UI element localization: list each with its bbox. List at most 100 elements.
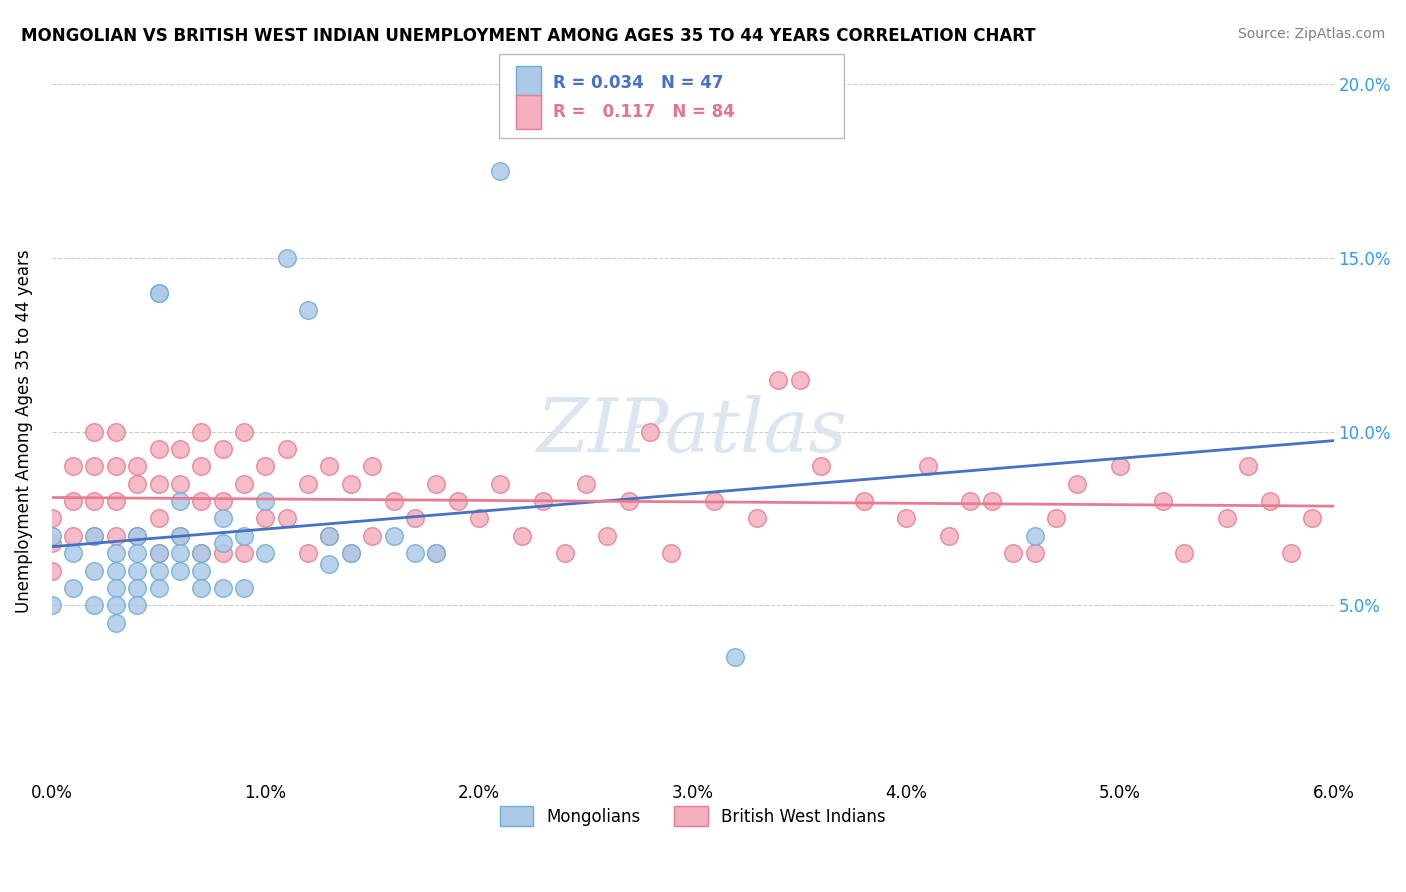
Point <box>83 529 105 543</box>
Point <box>148 546 170 560</box>
Point <box>1024 546 1046 560</box>
Point <box>104 564 127 578</box>
Point <box>83 494 105 508</box>
Point <box>340 546 363 560</box>
Point <box>254 459 277 474</box>
Point <box>810 459 832 474</box>
Point <box>1216 511 1239 525</box>
Point <box>41 564 63 578</box>
Point <box>148 546 170 560</box>
Point <box>41 599 63 613</box>
Point <box>211 581 233 595</box>
Point <box>169 529 191 543</box>
Point <box>489 476 512 491</box>
Point <box>404 511 426 525</box>
Point <box>62 546 84 560</box>
Point <box>896 511 918 525</box>
Point <box>789 373 811 387</box>
Point <box>276 251 298 265</box>
Text: R =   0.117   N = 84: R = 0.117 N = 84 <box>553 103 734 121</box>
Point <box>297 546 319 560</box>
Point <box>127 581 149 595</box>
Point <box>233 476 256 491</box>
Point <box>148 285 170 300</box>
Point <box>938 529 960 543</box>
Point <box>489 164 512 178</box>
Point <box>169 546 191 560</box>
Point <box>318 529 340 543</box>
Point <box>703 494 725 508</box>
Point <box>917 459 939 474</box>
Point <box>104 615 127 630</box>
Point <box>211 494 233 508</box>
Point <box>83 459 105 474</box>
Point <box>104 494 127 508</box>
Point <box>425 476 447 491</box>
Point <box>190 425 212 439</box>
Point <box>404 546 426 560</box>
Point <box>254 546 277 560</box>
Point <box>447 494 470 508</box>
Point <box>169 564 191 578</box>
Point <box>169 476 191 491</box>
Point <box>127 599 149 613</box>
Point <box>104 599 127 613</box>
Point <box>745 511 768 525</box>
Point <box>62 494 84 508</box>
Point <box>127 529 149 543</box>
Point <box>1152 494 1174 508</box>
Text: ZIPatlas: ZIPatlas <box>537 395 848 468</box>
Point <box>211 546 233 560</box>
Point <box>127 564 149 578</box>
Point <box>190 581 212 595</box>
Point <box>148 442 170 456</box>
Point <box>41 529 63 543</box>
Point <box>596 529 619 543</box>
Point <box>575 476 598 491</box>
Point <box>340 476 363 491</box>
Point <box>148 581 170 595</box>
Point <box>83 425 105 439</box>
Point <box>169 494 191 508</box>
Point <box>190 459 212 474</box>
Point <box>62 459 84 474</box>
Point <box>190 564 212 578</box>
Point <box>318 459 340 474</box>
Point <box>318 529 340 543</box>
Point <box>659 546 682 560</box>
Point <box>553 546 575 560</box>
Point <box>233 425 256 439</box>
Point <box>169 529 191 543</box>
Point <box>531 494 554 508</box>
Point <box>83 564 105 578</box>
Point <box>1173 546 1195 560</box>
Point <box>340 546 363 560</box>
Point <box>169 442 191 456</box>
Point <box>1109 459 1132 474</box>
Point <box>276 442 298 456</box>
Point <box>211 442 233 456</box>
Point <box>190 494 212 508</box>
Legend: Mongolians, British West Indians: Mongolians, British West Indians <box>494 799 893 833</box>
Point <box>127 459 149 474</box>
Point <box>127 476 149 491</box>
Text: R = 0.034   N = 47: R = 0.034 N = 47 <box>553 74 723 92</box>
Point <box>41 511 63 525</box>
Point <box>1024 529 1046 543</box>
Point <box>104 546 127 560</box>
Point <box>148 511 170 525</box>
Point <box>104 425 127 439</box>
Point <box>382 494 405 508</box>
Point <box>425 546 447 560</box>
Point <box>1066 476 1088 491</box>
Point <box>62 581 84 595</box>
Point <box>254 511 277 525</box>
Point <box>127 546 149 560</box>
Point <box>190 546 212 560</box>
Point <box>724 650 747 665</box>
Point <box>468 511 491 525</box>
Point <box>297 476 319 491</box>
Point <box>148 476 170 491</box>
Point <box>104 581 127 595</box>
Point <box>959 494 981 508</box>
